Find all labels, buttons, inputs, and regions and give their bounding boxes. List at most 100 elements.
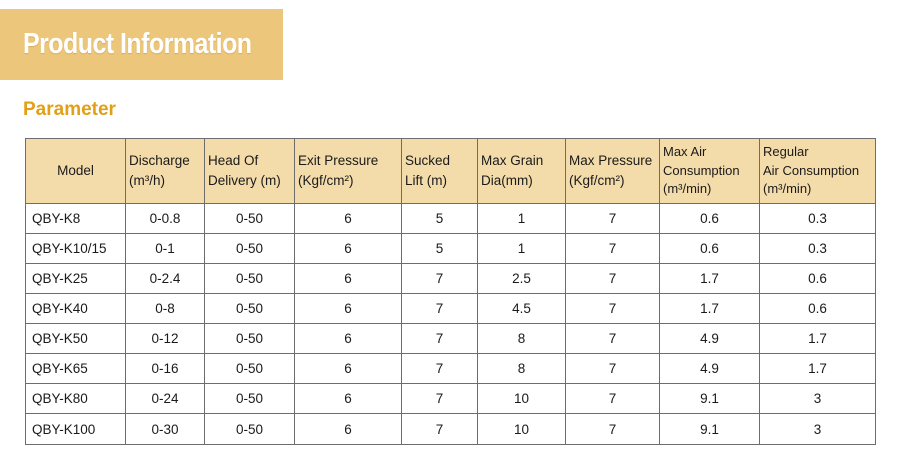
cell-regular-air-consumption: 3 — [759, 383, 876, 414]
cell-model: QBY-K10/15 — [25, 233, 126, 264]
cell-head-of-delivery: 0-50 — [204, 293, 295, 324]
cell-sucked-lift: 5 — [401, 203, 478, 234]
cell-sucked-lift: 5 — [401, 233, 478, 264]
cell-regular-air-consumption: 0.6 — [759, 263, 876, 294]
header-unit: (Kgf/cm²) — [569, 173, 625, 188]
cell-sucked-lift: 7 — [401, 323, 478, 354]
cell-head-of-delivery: 0-50 — [204, 263, 295, 294]
table-row: QBY-K65 0-16 0-50 6 7 8 7 4.9 1.7 — [25, 353, 876, 384]
header-label: Head Of — [208, 152, 259, 168]
header-max-pressure: Max Pressure (Kgf/cm²) — [565, 138, 660, 204]
cell-max-grain-dia: 1 — [477, 203, 566, 234]
cell-model: QBY-K8 — [25, 203, 126, 234]
cell-head-of-delivery: 0-50 — [204, 383, 295, 414]
parameter-table: Model Discharge (m³/h) Head Of Delivery … — [25, 138, 876, 445]
cell-max-grain-dia: 2.5 — [477, 263, 566, 294]
header-label: Model — [57, 162, 94, 178]
header-label: Max Grain — [481, 152, 544, 168]
table-row: QBY-K80 0-24 0-50 6 7 10 7 9.1 3 — [25, 383, 876, 414]
cell-regular-air-consumption: 3 — [759, 413, 876, 445]
cell-max-air-consumption: 9.1 — [659, 413, 760, 445]
cell-discharge: 0-30 — [125, 413, 205, 445]
cell-exit-pressure: 6 — [294, 233, 402, 264]
cell-exit-pressure: 6 — [294, 203, 402, 234]
cell-discharge: 0-2.4 — [125, 263, 205, 294]
cell-exit-pressure: 6 — [294, 263, 402, 294]
cell-model: QBY-K65 — [25, 353, 126, 384]
cell-regular-air-consumption: 1.7 — [759, 353, 876, 384]
header-label: Max Pressure — [569, 152, 653, 168]
cell-max-pressure: 7 — [565, 233, 660, 264]
cell-discharge: 0-8 — [125, 293, 205, 324]
cell-sucked-lift: 7 — [401, 263, 478, 294]
cell-max-grain-dia: 10 — [477, 413, 566, 445]
cell-model: QBY-K40 — [25, 293, 126, 324]
cell-exit-pressure: 6 — [294, 413, 402, 445]
cell-max-air-consumption: 4.9 — [659, 353, 760, 384]
product-information-banner: Product Information — [0, 9, 283, 80]
cell-head-of-delivery: 0-50 — [204, 413, 295, 445]
cell-max-grain-dia: 1 — [477, 233, 566, 264]
cell-regular-air-consumption: 0.3 — [759, 233, 876, 264]
header-unit: (Kgf/cm²) — [298, 173, 354, 188]
header-max-grain-dia: Max Grain Dia(mm) — [477, 138, 566, 204]
cell-model: QBY-K80 — [25, 383, 126, 414]
cell-max-air-consumption: 0.6 — [659, 203, 760, 234]
table-row: QBY-K10/15 0-1 0-50 6 5 1 7 0.6 0.3 — [25, 233, 876, 264]
cell-discharge: 0-24 — [125, 383, 205, 414]
header-sucked-lift: Sucked Lift (m) — [401, 138, 478, 204]
cell-max-grain-dia: 8 — [477, 353, 566, 384]
header-discharge: Discharge (m³/h) — [125, 138, 205, 204]
cell-max-grain-dia: 8 — [477, 323, 566, 354]
header-label: Exit Pressure — [298, 152, 379, 168]
header-unit: (m³/min) — [663, 181, 712, 197]
cell-exit-pressure: 6 — [294, 353, 402, 384]
cell-model: QBY-K100 — [25, 413, 126, 445]
cell-model: QBY-K25 — [25, 263, 126, 294]
table-row: QBY-K40 0-8 0-50 6 7 4.5 7 1.7 0.6 — [25, 293, 876, 324]
cell-sucked-lift: 7 — [401, 293, 478, 324]
table-row: QBY-K8 0-0.8 0-50 6 5 1 7 0.6 0.3 — [25, 203, 876, 234]
header-label: Max Air — [663, 143, 707, 159]
parameter-heading: Parameter — [23, 99, 116, 120]
cell-exit-pressure: 6 — [294, 323, 402, 354]
cell-discharge: 0-1 — [125, 233, 205, 264]
header-label: Sucked — [405, 152, 451, 168]
header-head-of-delivery: Head Of Delivery (m) — [204, 138, 295, 204]
cell-max-pressure: 7 — [565, 203, 660, 234]
table-header-row: Model Discharge (m³/h) Head Of Delivery … — [25, 138, 876, 204]
header-unit: Delivery (m) — [208, 173, 281, 188]
cell-model: QBY-K50 — [25, 323, 126, 354]
header-model: Model — [25, 138, 126, 204]
cell-sucked-lift: 7 — [401, 383, 478, 414]
cell-max-air-consumption: 1.7 — [659, 263, 760, 294]
cell-discharge: 0-0.8 — [125, 203, 205, 234]
cell-max-air-consumption: 1.7 — [659, 293, 760, 324]
cell-max-pressure: 7 — [565, 353, 660, 384]
banner-title: Product Information — [23, 28, 252, 60]
cell-sucked-lift: 7 — [401, 353, 478, 384]
cell-max-pressure: 7 — [565, 413, 660, 445]
cell-sucked-lift: 7 — [401, 413, 478, 445]
cell-max-air-consumption: 0.6 — [659, 233, 760, 264]
cell-max-grain-dia: 4.5 — [477, 293, 566, 324]
table-row: QBY-K25 0-2.4 0-50 6 7 2.5 7 1.7 0.6 — [25, 263, 876, 294]
header-exit-pressure: Exit Pressure (Kgf/cm²) — [294, 138, 402, 204]
cell-max-air-consumption: 9.1 — [659, 383, 760, 414]
cell-max-pressure: 7 — [565, 263, 660, 294]
header-unit: (m³/min) — [763, 181, 812, 197]
cell-regular-air-consumption: 0.6 — [759, 293, 876, 324]
header-unit: Dia(mm) — [481, 173, 533, 188]
table-row: QBY-K100 0-30 0-50 6 7 10 7 9.1 3 — [25, 413, 876, 445]
table-row: QBY-K50 0-12 0-50 6 7 8 7 4.9 1.7 — [25, 323, 876, 354]
cell-exit-pressure: 6 — [294, 293, 402, 324]
header-label: Air Consumption — [763, 162, 860, 178]
cell-max-grain-dia: 10 — [477, 383, 566, 414]
header-max-air-consumption: Max Air Consumption (m³/min) — [659, 138, 760, 204]
cell-discharge: 0-12 — [125, 323, 205, 354]
header-label: Regular — [763, 143, 809, 159]
cell-max-pressure: 7 — [565, 323, 660, 354]
cell-max-pressure: 7 — [565, 293, 660, 324]
cell-head-of-delivery: 0-50 — [204, 233, 295, 264]
cell-discharge: 0-16 — [125, 353, 205, 384]
